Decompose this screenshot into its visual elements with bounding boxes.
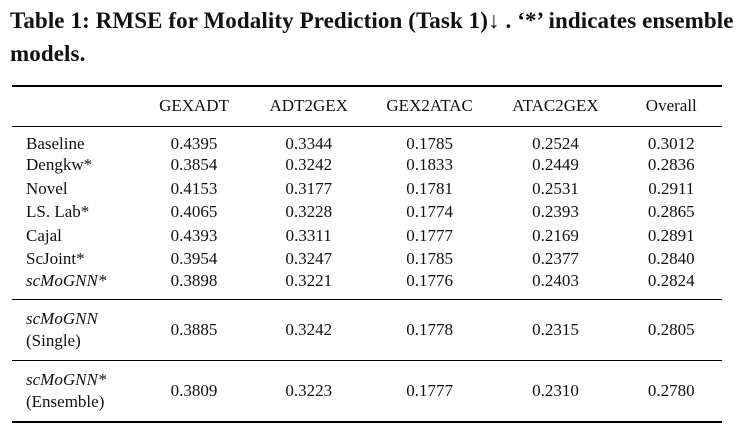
value-cell-best: 0.2780 bbox=[620, 360, 722, 423]
value-cell: 0.3242 bbox=[285, 155, 333, 175]
value-cell: 0.3344 bbox=[285, 133, 333, 153]
table-caption: Table 1: RMSE for Modality Prediction (T… bbox=[10, 8, 734, 66]
value-cell: 0.3221 bbox=[285, 271, 333, 290]
value-cell: 0.2840 bbox=[647, 249, 695, 269]
table-row: Cajal 0.4393 0.3311 0.1777 0.2169 0.2891 bbox=[12, 224, 722, 248]
value-cell: 0.4393 bbox=[170, 225, 218, 245]
value-cell: 0.2403 bbox=[532, 271, 579, 290]
value-cell: 0.3223 bbox=[248, 360, 369, 423]
value-cell: 0.1776 bbox=[406, 271, 454, 290]
table-row: Dengkw* 0.3854 0.3242 0.1833 0.2449 0.28… bbox=[12, 154, 722, 178]
table-row: Baseline 0.4395 0.3344 0.1785 0.2524 0.3… bbox=[12, 126, 722, 154]
value-cell: 0.2393 bbox=[532, 202, 579, 222]
header-method bbox=[12, 85, 140, 127]
table-row: Novel 0.4153 0.3177 0.1781 0.2531 0.2911 bbox=[12, 177, 722, 201]
value-cell: 0.2310 bbox=[490, 360, 621, 423]
value-cell: 0.2377 bbox=[532, 249, 579, 269]
value-cell: 0.3885 bbox=[139, 299, 249, 361]
header-atac2gex: ATAC2GEX bbox=[490, 85, 621, 127]
value-cell: 0.3898 bbox=[170, 271, 218, 290]
value-cell: 0.1833 bbox=[406, 155, 454, 175]
header-row: GEXADT ADT2GEX GEX2ATAC ATAC2GEX Overall bbox=[12, 85, 722, 127]
value-cell: 0.3242 bbox=[248, 299, 369, 361]
method-name: LS. Lab* bbox=[26, 202, 90, 222]
value-cell: 0.4153 bbox=[170, 178, 218, 198]
method-variant: (Ensemble) bbox=[26, 391, 105, 411]
value-cell: 0.1777 bbox=[406, 225, 454, 245]
value-cell: 0.1785 bbox=[406, 249, 454, 269]
method-name-ensemble: scMoGNN* (Ensemble) bbox=[12, 360, 140, 423]
table-row: ScJoint* 0.3954 0.3247 0.1785 0.2377 0.2… bbox=[12, 248, 722, 272]
value-cell-best: 0.3809 bbox=[139, 360, 249, 423]
value-cell: 0.1778 bbox=[368, 299, 491, 361]
value-cell-best: 0.1774 bbox=[406, 202, 454, 222]
method-name-single: scMoGNN (Single) bbox=[12, 299, 140, 361]
value-cell: 0.4395 bbox=[170, 133, 218, 153]
header-gexadt: GEXADT bbox=[139, 85, 249, 127]
table-row-ensemble: scMoGNN* (Ensemble) 0.3809 0.3223 0.1777 … bbox=[12, 360, 722, 423]
method-name: Dengkw* bbox=[26, 155, 93, 175]
value-cell: 0.4065 bbox=[170, 202, 218, 222]
value-cell: 0.2891 bbox=[647, 225, 695, 245]
value-cell: 0.3954 bbox=[170, 249, 218, 269]
header-gex2atac: GEX2ATAC bbox=[368, 85, 491, 127]
method-name: ScJoint* bbox=[26, 249, 85, 269]
method-name: Baseline bbox=[26, 133, 85, 153]
value-cell: 0.3311 bbox=[285, 225, 332, 245]
value-cell: 0.3854 bbox=[170, 155, 218, 175]
method-name: Novel bbox=[26, 178, 68, 198]
value-cell: 0.2911 bbox=[648, 178, 695, 198]
method-variant: (Single) bbox=[26, 331, 81, 350]
value-cell: 0.3012 bbox=[647, 133, 695, 153]
value-cell-best: 0.2169 bbox=[532, 225, 579, 245]
value-cell: 0.2449 bbox=[532, 155, 579, 175]
value-cell: 0.2836 bbox=[647, 155, 695, 175]
value-cell: 0.1777 bbox=[368, 360, 491, 423]
table-row: LS. Lab* 0.4065 0.3228 0.1774 0.2393 0.2… bbox=[12, 201, 722, 225]
value-cell: 0.2531 bbox=[532, 178, 579, 198]
method-name: scMoGNN* bbox=[26, 369, 107, 389]
value-cell-best: 0.3177 bbox=[285, 178, 333, 198]
value-cell: 0.3228 bbox=[285, 202, 333, 222]
header-adt2gex: ADT2GEX bbox=[248, 85, 369, 127]
value-cell: 0.2524 bbox=[532, 133, 579, 153]
value-cell: 0.2865 bbox=[647, 202, 695, 222]
rmse-table: GEXADT ADT2GEX GEX2ATAC ATAC2GEX Overall… bbox=[12, 85, 722, 423]
method-name: scMoGNN* bbox=[26, 271, 107, 290]
value-cell: 0.3247 bbox=[285, 249, 333, 269]
table-row: scMoGNN* 0.3898 0.3221 0.1776 0.2403 0.2… bbox=[12, 271, 722, 300]
method-name: Cajal bbox=[26, 225, 62, 245]
header-overall: Overall bbox=[620, 85, 722, 127]
value-cell: 0.1785 bbox=[406, 133, 454, 153]
value-cell: 0.2315 bbox=[490, 299, 621, 361]
value-cell: 0.1781 bbox=[406, 178, 454, 198]
method-name: scMoGNN bbox=[26, 309, 98, 328]
value-cell: 0.2824 bbox=[647, 271, 695, 290]
value-cell: 0.2805 bbox=[620, 299, 722, 361]
table-row-single: scMoGNN (Single) 0.3885 0.3242 0.1778 0.2… bbox=[12, 299, 722, 361]
